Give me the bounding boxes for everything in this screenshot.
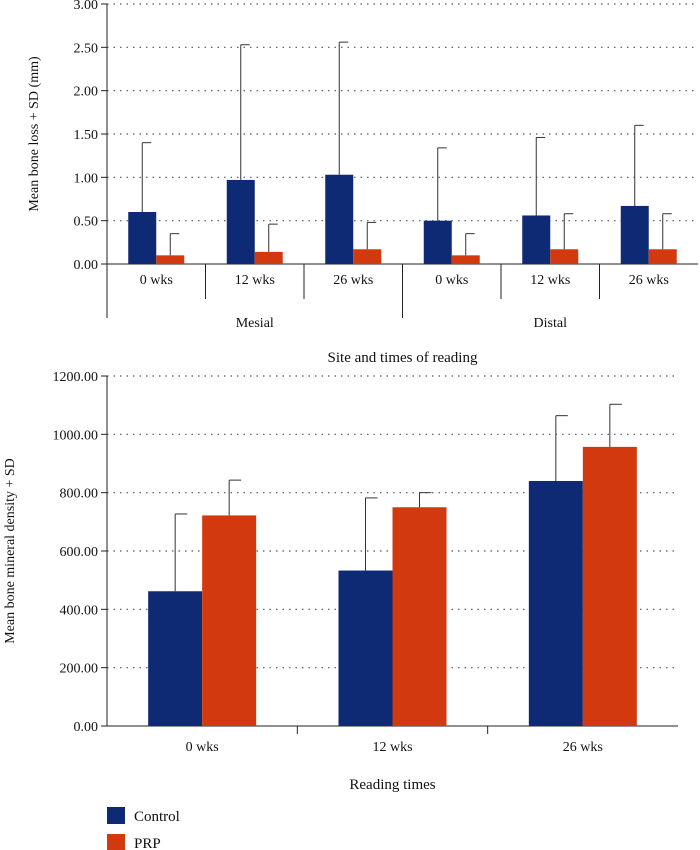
x-category-label: 0 wks	[186, 740, 219, 755]
x-category-label: 12 wks	[372, 740, 412, 755]
bar-control	[522, 215, 551, 264]
bar-prp	[202, 515, 257, 726]
y-tick-label: 200.00	[60, 662, 99, 677]
legend-swatch-prp	[107, 834, 125, 850]
y-tick-label: 1.50	[74, 128, 99, 143]
y-tick-label: 1200.00	[53, 370, 99, 385]
bar-prp	[156, 255, 185, 264]
x-group-label: Mesial	[236, 316, 274, 331]
x-category-label: 0 wks	[435, 273, 468, 288]
bar-prp	[550, 249, 579, 264]
bone-density-chart: 0.00 200.00 400.00 600.00 800.00 1000.00 1200.…	[3, 370, 678, 793]
x-axis-title: Reading times	[349, 777, 435, 793]
bar-control	[226, 179, 255, 264]
y-tick-label: 3.00	[74, 0, 99, 13]
legend-label-prp: PRP	[134, 836, 161, 850]
x-group-label: Distal	[534, 316, 568, 331]
y-tick-label: 0.00	[74, 720, 99, 735]
bar-prp	[392, 507, 447, 726]
bone-loss-chart: 0.00 0.50 1.00 1.50 2.00 2.50 3.00 0 wks 12 wks 2…	[27, 0, 698, 366]
bar-control	[528, 481, 583, 726]
bar-prp	[451, 255, 480, 264]
bar-prp	[254, 251, 283, 264]
legend-swatch-control	[107, 807, 125, 824]
y-tick-label: 2.50	[74, 41, 99, 56]
y-tick-label: 800.00	[60, 487, 99, 502]
x-axis-title: Site and times of reading	[328, 350, 478, 366]
x-category-label: 26 wks	[333, 273, 373, 288]
bar-prp	[648, 249, 677, 264]
bar-control	[325, 174, 354, 264]
y-tick-label: 0.50	[74, 215, 99, 230]
bar-control	[423, 220, 452, 264]
bar-control	[338, 570, 393, 726]
y-tick-label: 2.00	[74, 85, 99, 100]
x-category-label: 0 wks	[140, 273, 173, 288]
x-category-label: 26 wks	[563, 740, 603, 755]
y-tick-label: 400.00	[60, 603, 99, 618]
y-tick-label: 0.00	[74, 258, 99, 273]
y-tick-label: 1000.00	[53, 428, 99, 443]
x-category-label: 26 wks	[629, 273, 669, 288]
y-tick-label: 1.00	[74, 171, 99, 186]
legend-label-control: Control	[134, 809, 180, 825]
legend: Control PRP	[107, 807, 180, 850]
bar-control	[620, 205, 649, 264]
x-category-label: 12 wks	[235, 273, 275, 288]
y-axis-title: Mean bone mineral density + SD	[3, 458, 18, 644]
x-category-label: 12 wks	[530, 273, 570, 288]
bar-prp	[353, 249, 382, 264]
y-axis-title: Mean bone loss + SD (mm)	[27, 56, 42, 212]
bar-prp	[582, 446, 637, 726]
bar-control	[148, 591, 203, 726]
bar-control	[128, 212, 157, 264]
y-tick-label: 600.00	[60, 545, 99, 560]
